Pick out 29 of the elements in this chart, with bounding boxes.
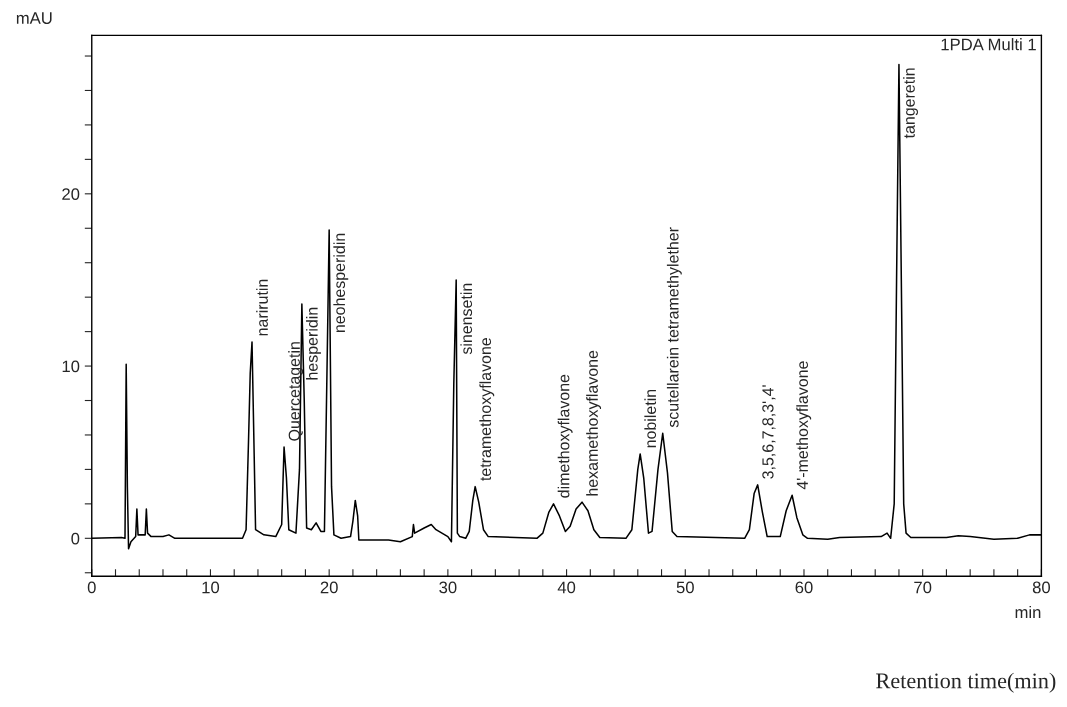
annotation: narirutin [256,279,268,336]
annotation: hexamethoxyflavone [586,350,602,496]
x-axis-title: min [1015,605,1041,619]
x-tick-label: 20 [320,581,338,594]
annotation: nobiletin [644,389,657,448]
y-tick-label: 20 [62,188,80,201]
annotation: tangeretin [903,68,918,139]
x-tick-label: 50 [676,581,694,594]
annotation: hesperidin [306,307,321,380]
annotation: Quercetagetin [288,342,304,441]
annotation: sinensetin [460,283,473,355]
annotation: dimethoxyflavone [557,374,573,498]
annotation: 3,5,6,7,8,3',4' [762,385,776,479]
x-tick-label: 60 [795,581,813,594]
annotation: 1PDA Multi 1 [941,38,1036,51]
y-axis-title: mAU [16,12,52,24]
x-tick-label: 0 [87,581,96,594]
x-tick-label: 40 [557,581,576,594]
x-tick-label: 30 [439,581,457,594]
x-tick-label: 10 [202,581,220,594]
annotation: tetramethoxyflavone [479,337,495,481]
x-tick-label: 70 [914,581,932,594]
annotation: 4'-methoxyflavone [796,361,812,490]
y-tick-label: 10 [62,360,80,373]
text: Retention time(min) [876,672,1056,693]
annotation: scutellarein tetramethylether [666,227,682,428]
y-tick-label: 0 [71,532,80,545]
annotation: neohesperidin [333,233,349,333]
x-tick-label: 80 [1032,581,1051,594]
